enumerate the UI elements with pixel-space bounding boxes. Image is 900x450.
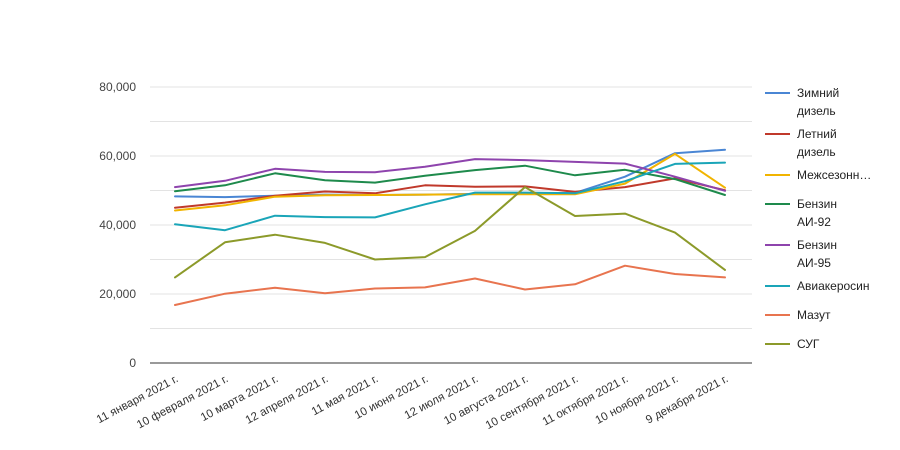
x-axis: 11 января 2021 г.10 февраля 2021 г.10 ма… — [95, 362, 752, 432]
y-tick-label: 60,000 — [99, 149, 136, 163]
series-6 — [174, 161, 726, 232]
legend-item[interactable]: Летний дизель — [765, 127, 837, 159]
x-tick-label: 11 января 2021 г. — [95, 373, 181, 426]
series-group — [174, 148, 726, 306]
legend-item[interactable]: Бензин АИ-95 — [765, 238, 837, 270]
legend-item[interactable]: Мазут — [765, 308, 831, 322]
series-line — [174, 177, 726, 209]
y-tick-label: 40,000 — [99, 218, 136, 232]
legend-label: Бензин — [797, 197, 837, 211]
legend-label: Зимний — [797, 86, 839, 100]
series-line — [174, 186, 726, 279]
legend-item[interactable]: Бензин АИ-92 — [765, 197, 837, 229]
series-7 — [174, 264, 726, 306]
legend-label: дизель — [797, 145, 836, 159]
x-tick-label: 9 декабря 2021 г. — [644, 373, 730, 427]
grid — [150, 86, 752, 329]
legend-label: Авиакеросин — [797, 279, 870, 293]
legend-label: Межсезонн… — [797, 168, 871, 182]
y-tick-label: 0 — [129, 356, 136, 370]
y-tick-label: 20,000 — [99, 287, 136, 301]
legend[interactable]: Зимний дизель Летний дизель Межсезонн… Бензин… — [765, 86, 871, 351]
x-tick-label: 10 февраля 2021 г. — [135, 373, 230, 431]
legend-label: Бензин — [797, 238, 837, 252]
y-axis: 0 20,000 40,000 60,000 80,000 — [99, 80, 136, 370]
y-tick-label: 80,000 — [99, 80, 136, 94]
legend-label: Летний — [797, 127, 837, 141]
legend-label: Мазут — [797, 308, 831, 322]
series-5 — [174, 158, 726, 192]
series-line — [174, 164, 726, 196]
x-tick-label: 10 ноября 2021 г. — [594, 373, 681, 427]
legend-item[interactable]: Межсезонн… — [765, 168, 871, 182]
legend-label: дизель — [797, 104, 836, 118]
series-line — [174, 158, 726, 192]
legend-item[interactable]: Авиакеросин — [765, 279, 870, 293]
series-4 — [174, 164, 726, 196]
x-tick-label: 11 октября 2021 г. — [541, 373, 631, 428]
legend-item[interactable]: СУГ — [765, 337, 820, 351]
series-2 — [174, 177, 726, 209]
series-8 — [174, 186, 726, 279]
series-line — [174, 161, 726, 232]
series-line — [174, 264, 726, 306]
legend-label: АИ-95 — [797, 256, 831, 270]
x-tick-label: 12 апреля 2021 г. — [244, 373, 331, 427]
legend-label: СУГ — [797, 337, 820, 351]
legend-item[interactable]: Зимний дизель — [765, 86, 839, 118]
legend-label: АИ-92 — [797, 215, 831, 229]
x-tick-label: 10 сентября 2021 г. — [484, 373, 581, 432]
